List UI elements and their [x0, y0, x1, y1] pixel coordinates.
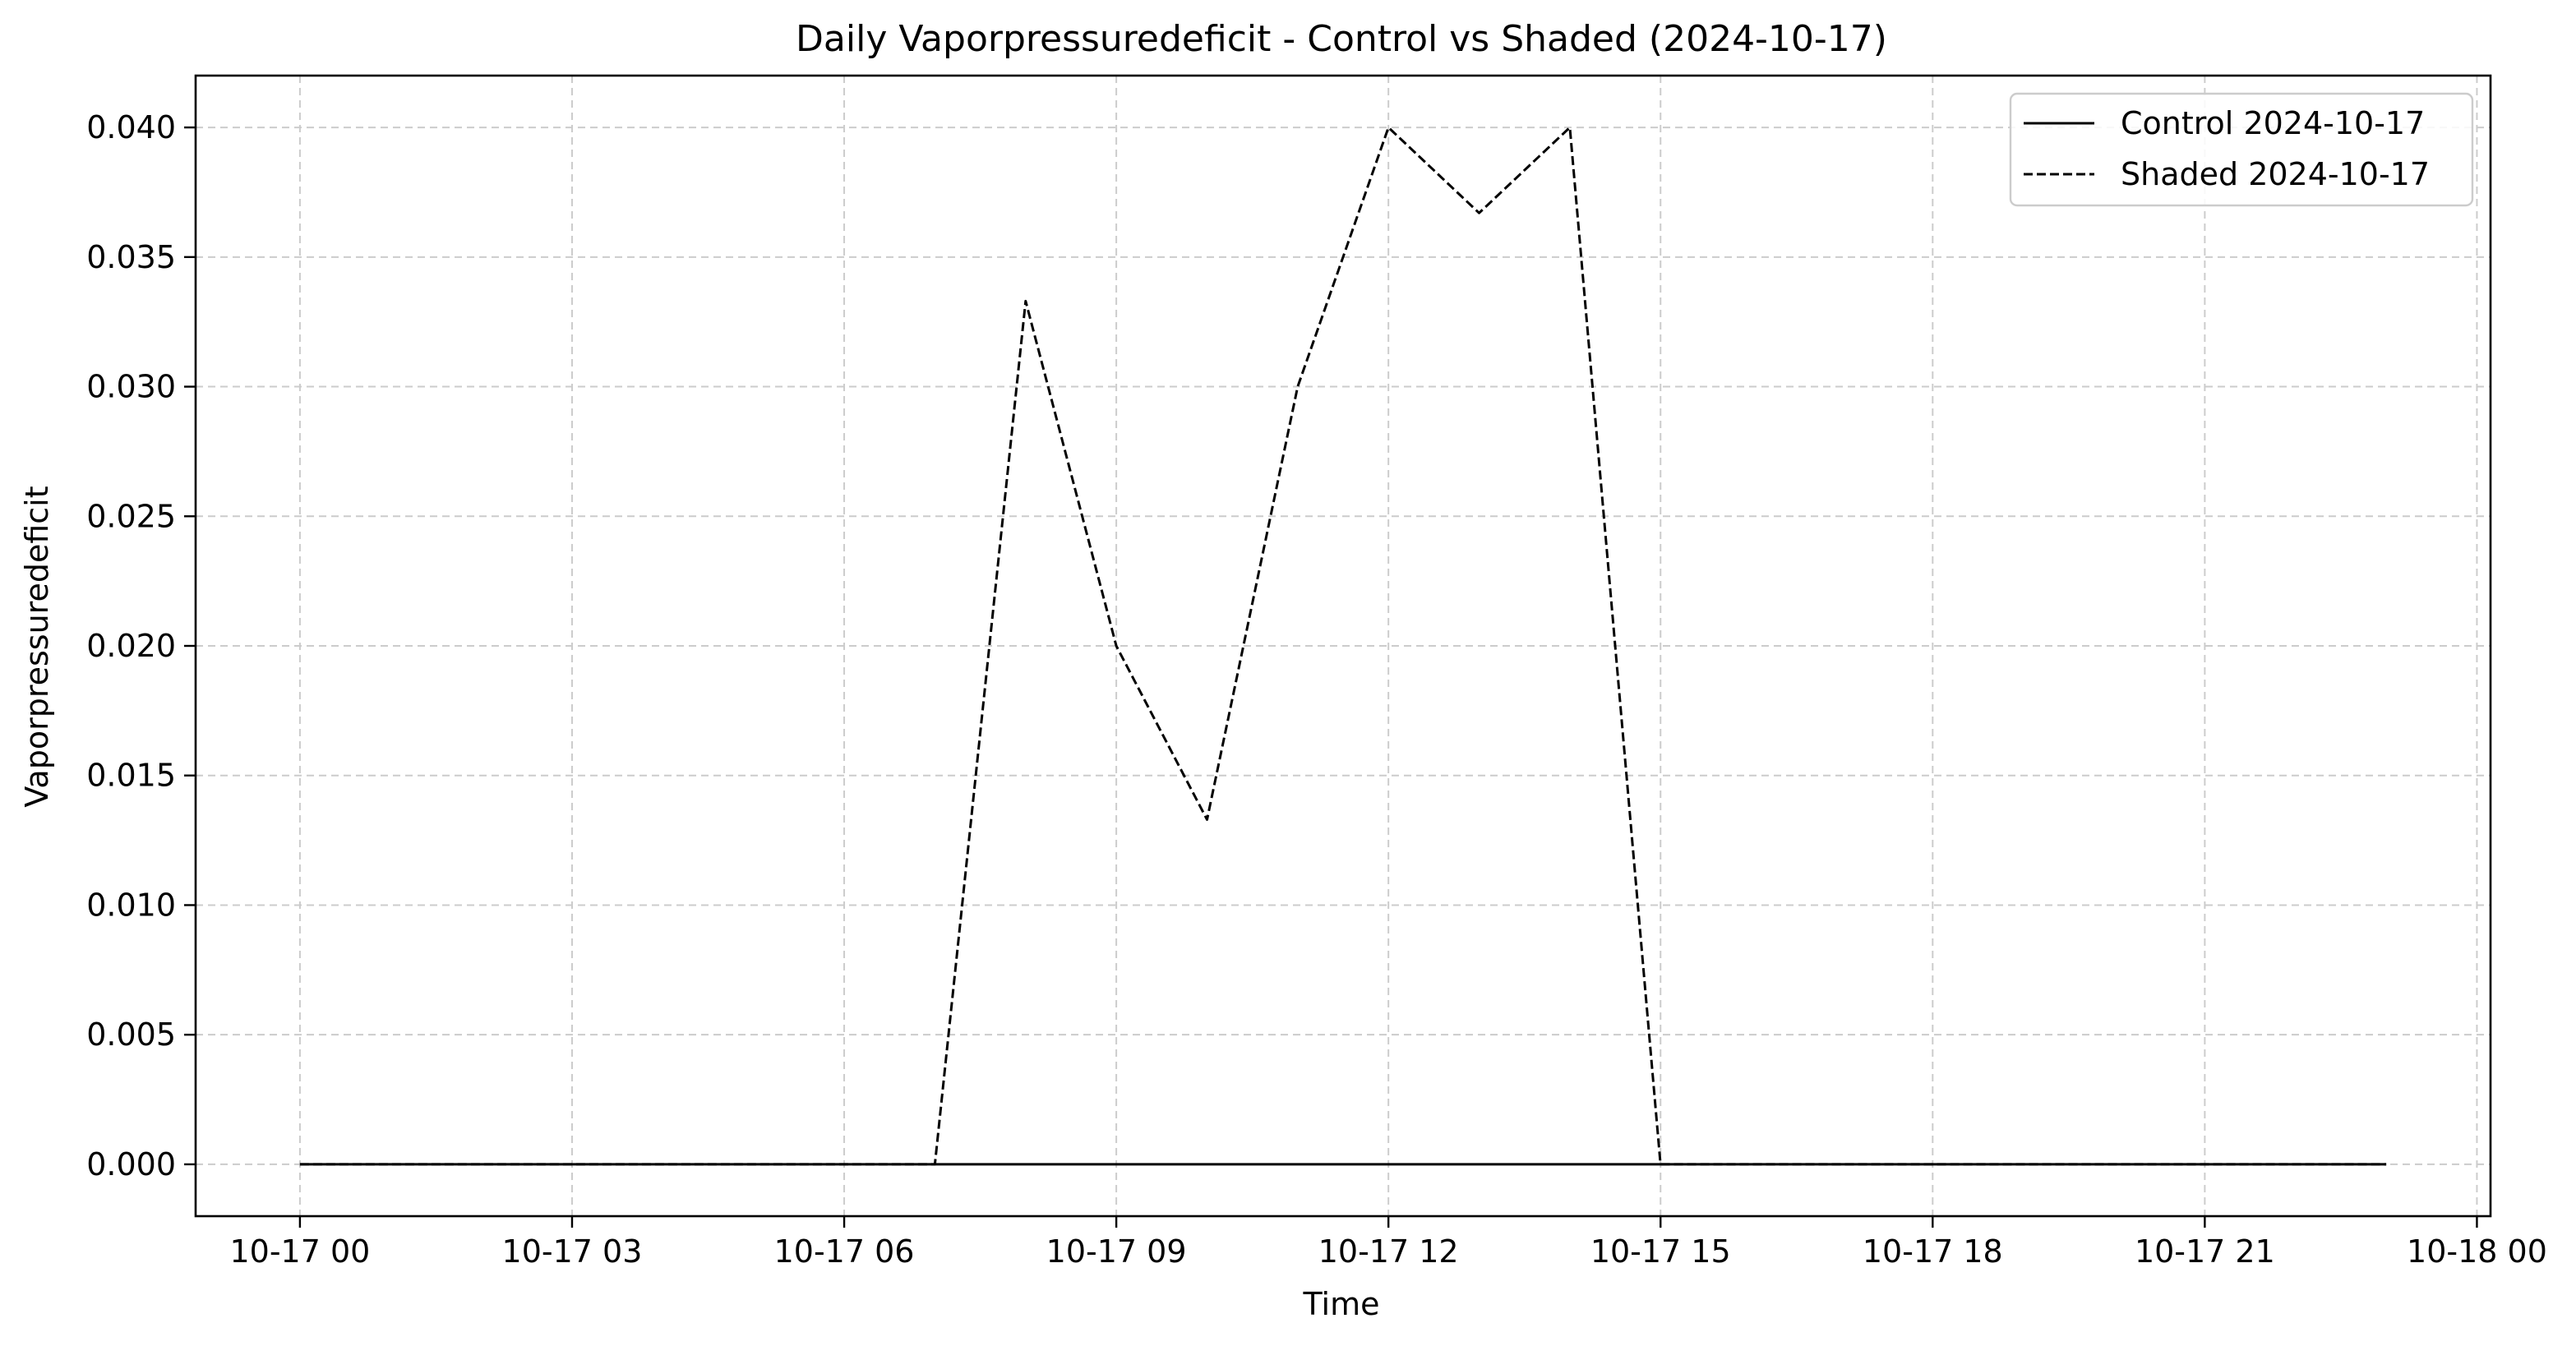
- chart-title: Daily Vaporpressuredeficit - Control vs …: [796, 18, 1887, 60]
- y-axis-ticks: 0.000 0.005 0.010 0.015 0.020 0.025 0.030 0.035…: [86, 109, 196, 1182]
- x-tick-label: 10-17 12: [1318, 1233, 1459, 1270]
- y-tick-label: 0.000: [86, 1146, 176, 1182]
- x-tick-label: 10-17 09: [1046, 1233, 1187, 1270]
- y-tick-label: 0.040: [86, 109, 176, 145]
- series-line-shaded: [299, 126, 2387, 1166]
- legend-box: [2009, 92, 2474, 207]
- plot-lines: [299, 126, 2387, 1166]
- y-tick-label: 0.005: [86, 1016, 176, 1053]
- x-tick-label: 10-17 21: [2135, 1233, 2275, 1270]
- x-tick-label: 10-17 06: [774, 1233, 915, 1270]
- y-tick-label: 0.010: [86, 887, 176, 923]
- x-axis-ticks: 10-17 00 10-17 03 10-17 06 10-17 09 10-17 12…: [229, 1216, 2547, 1270]
- legend: Control 2024-10-17 Shaded 2024-10-17: [2009, 92, 2474, 207]
- legend-label-control: Control 2024-10-17: [2121, 105, 2425, 141]
- legend-label-shaded: Shaded 2024-10-17: [2121, 156, 2430, 192]
- x-tick-label: 10-17 00: [229, 1233, 370, 1270]
- x-tick-label: 10-17 03: [502, 1233, 643, 1270]
- y-tick-label: 0.035: [86, 239, 176, 275]
- x-tick-label: 10-17 15: [1590, 1233, 1731, 1270]
- y-tick-label: 0.020: [86, 628, 176, 664]
- y-tick-label: 0.015: [86, 758, 176, 794]
- y-tick-label: 0.030: [86, 369, 176, 405]
- y-axis-label: Vaporpressuredeficit: [19, 486, 55, 807]
- x-axis-label: Time: [1303, 1286, 1380, 1322]
- x-tick-label: 10-17 18: [1863, 1233, 2003, 1270]
- y-tick-label: 0.025: [86, 498, 176, 534]
- x-tick-label: 10-18 00: [2407, 1233, 2547, 1270]
